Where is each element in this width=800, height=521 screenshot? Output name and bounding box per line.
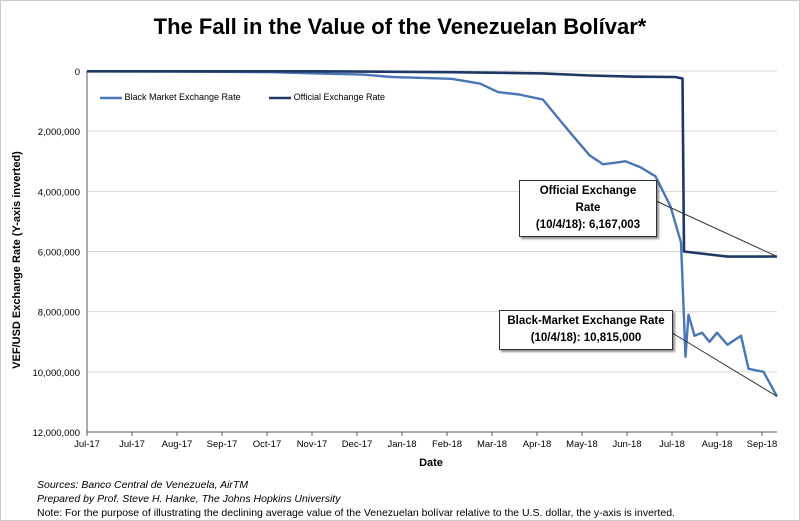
black-market-callout-leader	[658, 324, 778, 397]
inverted-axis-note: Note: For the purpose of illustrating th…	[37, 507, 675, 519]
official-callout-line1: Official Exchange Rate	[539, 185, 637, 214]
legend-label-black-market: Black Market Exchange Rate	[124, 92, 241, 102]
black-market-callout-line1: Black-Market Exchange Rate	[507, 315, 665, 327]
y-tick-label: 0	[75, 67, 80, 78]
prepared-by-note: Prepared by Prof. Steve H. Hanke, The Jo…	[37, 493, 341, 505]
x-tick-label: Mar-18	[477, 439, 507, 450]
y-axis-label: VEF/USD Exchange Rate (Y-axis inverted)	[11, 151, 23, 369]
axes	[86, 71, 777, 433]
black-market-series-line	[86, 70, 779, 397]
x-tick-label: Jan-18	[387, 439, 416, 450]
legend-item-black-market: Black Market Exchange Rate	[100, 92, 243, 102]
gridlines	[87, 70, 777, 433]
x-tick-label: Jul-17	[74, 439, 100, 450]
y-tick-label: 6,000,000	[38, 248, 80, 259]
official-callout-leader	[642, 194, 778, 257]
x-tick-label: Sep-17	[207, 439, 238, 450]
x-tick-label: Jun-18	[612, 439, 641, 450]
x-tick-label: Jul-17	[119, 439, 145, 450]
legend: Black Market Exchange Rate Official Exch…	[100, 92, 385, 102]
chart-title: The Fall in the Value of the Venezuelan …	[153, 14, 647, 39]
black-market-rate-callout: Black-Market Exchange Rate (10/4/18): 10…	[499, 310, 673, 350]
y-tick-labels: 0 2,000,000 4,000,000 6,000,000 8,000,000 10,…	[32, 67, 80, 439]
series-lines	[86, 70, 779, 397]
x-tick-label: Aug-18	[702, 439, 733, 450]
sources-note: Sources: Banco Central de Venezuela, Air…	[37, 479, 249, 491]
x-tick-label: Apr-18	[523, 439, 552, 450]
footnotes: Sources: Banco Central de Venezuela, Air…	[37, 478, 675, 520]
x-tick-label: Aug-17	[162, 439, 193, 450]
official-rate-callout: Official Exchange Rate (10/4/18): 6,167,…	[519, 180, 657, 237]
x-axis-label: Date	[419, 457, 443, 469]
y-tick-label: 2,000,000	[38, 127, 80, 138]
x-tick-labels: Jul-17 Jul-17 Aug-17 Sep-17 Oct-17 Nov-17 Dec-…	[74, 432, 777, 450]
legend-item-official: Official Exchange Rate	[269, 92, 385, 102]
official-series-line	[87, 70, 778, 258]
black-market-callout-line2: (10/4/18): 10,815,000	[530, 332, 642, 344]
y-tick-label: 4,000,000	[38, 187, 80, 198]
legend-label-official: Official Exchange Rate	[293, 92, 385, 102]
y-tick-label: 10,000,000	[32, 368, 80, 379]
x-tick-label: Jul-18	[659, 439, 685, 450]
y-tick-label: 8,000,000	[38, 308, 80, 319]
x-tick-label: Dec-17	[342, 439, 373, 450]
x-tick-label: Feb-18	[432, 439, 462, 450]
x-tick-label: May-18	[566, 439, 598, 450]
x-tick-label: Nov-17	[297, 439, 328, 450]
x-tick-label: Oct-17	[253, 439, 282, 450]
callout-leaders	[642, 194, 778, 397]
x-tick-label: Sep-18	[747, 439, 778, 450]
official-callout-line2: (10/4/18): 6,167,003	[535, 219, 641, 231]
y-tick-label: 12,000,000	[32, 428, 80, 439]
